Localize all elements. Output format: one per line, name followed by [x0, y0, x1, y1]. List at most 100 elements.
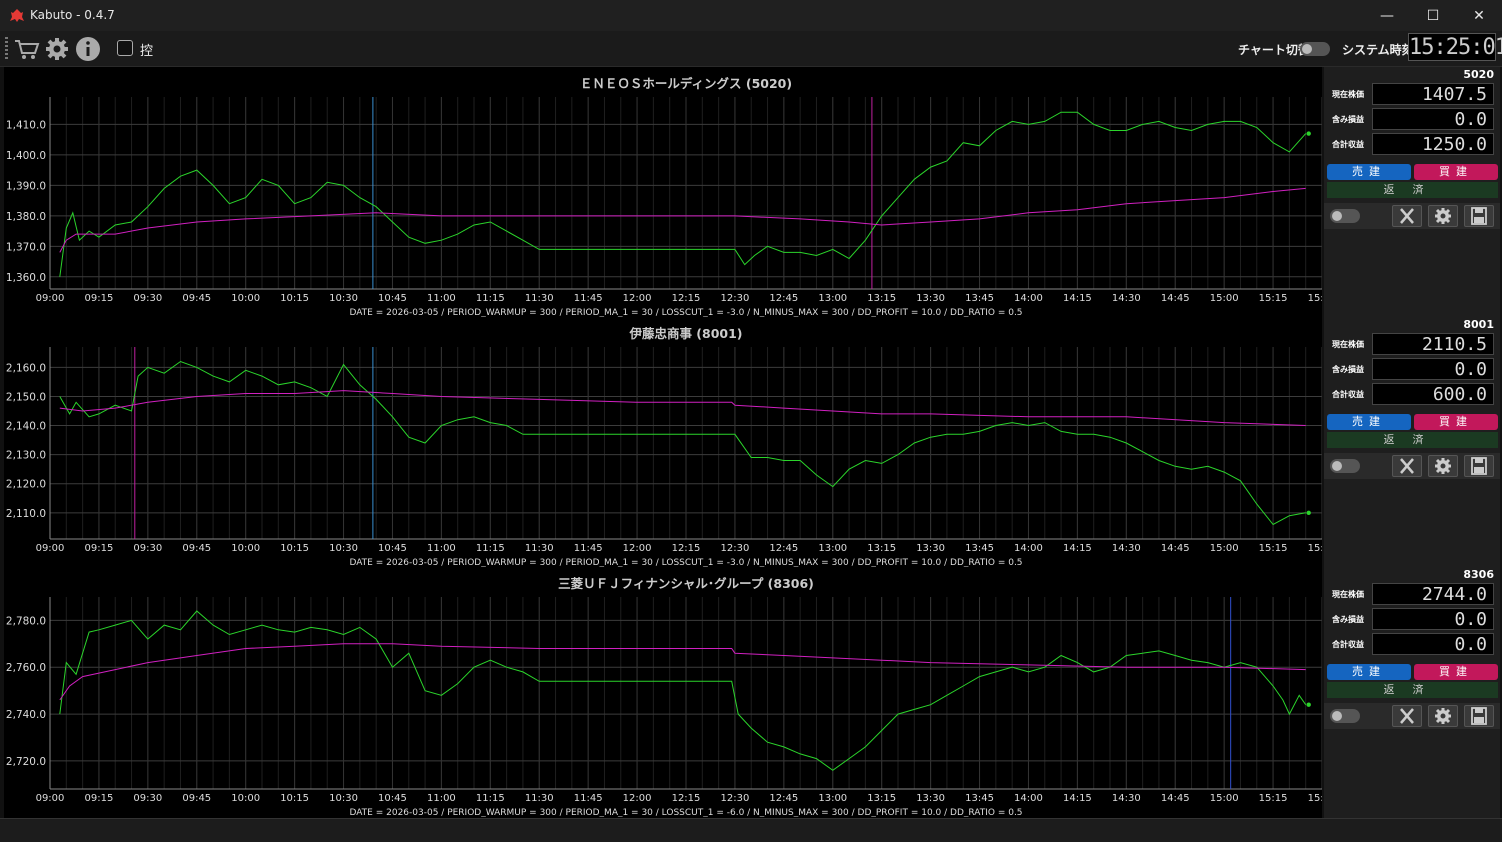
auto-toggle[interactable]: [1330, 459, 1360, 473]
trading-panel-8306: 8306 現在株価 2744.0 含み損益 0.0 合計収益 0.0 売建 買建…: [1324, 567, 1500, 817]
x-tick-label: 09:00: [36, 543, 65, 554]
chart-panel-5020: 1,360.0 1,370.0 1,380.0 1,390.0 1,400.0 1,410…: [4, 67, 1322, 317]
x-tick-label: 10:15: [280, 793, 309, 804]
tools-button[interactable]: [1392, 455, 1422, 477]
toolbar-grip[interactable]: [5, 37, 8, 61]
x-tick-label: 12:15: [672, 293, 701, 304]
buy-button[interactable]: 買建: [1414, 664, 1498, 680]
x-tick-label: 09:30: [133, 793, 162, 804]
moving-average-line: [59, 390, 1306, 426]
x-tick-label: 14:00: [1014, 793, 1043, 804]
last-price-dot: [1306, 131, 1311, 136]
y-tick-label: 1,400.0: [6, 150, 46, 162]
x-tick-label: 11:45: [574, 793, 603, 804]
y-tick-label: 2,110.0: [6, 508, 46, 520]
panel-toolbar: [1324, 703, 1500, 729]
x-tick-label: 13:45: [965, 293, 994, 304]
unrealized-label: 含み損益: [1332, 365, 1364, 374]
sell-button[interactable]: 売建: [1327, 664, 1411, 680]
x-tick-label: 12:45: [769, 793, 798, 804]
last-price-dot: [1306, 702, 1311, 707]
stock-code: 8001: [1463, 318, 1494, 331]
maximize-button[interactable]: ☐: [1426, 7, 1440, 24]
settings-button[interactable]: [1428, 705, 1458, 727]
control-checkbox[interactable]: [117, 40, 133, 56]
moving-average-line: [59, 643, 1306, 701]
stock-code: 5020: [1463, 68, 1494, 81]
x-tick-label: 15:15: [1259, 543, 1288, 554]
y-tick-label: 2,150.0: [6, 391, 46, 403]
repay-button[interactable]: 返済: [1327, 682, 1498, 698]
save-icon: [1471, 207, 1487, 225]
save-button[interactable]: [1464, 455, 1494, 477]
x-tick-label: 09:45: [182, 543, 211, 554]
y-tick-label: 1,380.0: [6, 211, 46, 223]
x-tick-label: 12:30: [721, 793, 750, 804]
total-label: 合計収益: [1332, 640, 1364, 649]
x-tick-label: 09:15: [85, 793, 114, 804]
unrealized-row: 含み損益 0.0: [1324, 108, 1500, 130]
auto-toggle[interactable]: [1330, 709, 1360, 723]
x-tick-label: 14:45: [1161, 793, 1190, 804]
x-tick-label: 12:15: [672, 793, 701, 804]
sell-button[interactable]: 売建: [1327, 164, 1411, 180]
x-tick-label: 13:15: [867, 293, 896, 304]
price-value: 2110.5: [1372, 333, 1494, 355]
x-tick-label: 14:15: [1063, 543, 1092, 554]
tools-button[interactable]: [1392, 705, 1422, 727]
x-tick-label: 15:30: [1308, 293, 1322, 304]
trading-panel-8001: 8001 現在株価 2110.5 含み損益 0.0 合計収益 600.0 売建 …: [1324, 317, 1500, 567]
tools-button[interactable]: [1392, 205, 1422, 227]
save-button[interactable]: [1464, 705, 1494, 727]
x-tick-label: 09:45: [182, 793, 211, 804]
buy-button[interactable]: 買建: [1414, 164, 1498, 180]
y-tick-label: 2,140.0: [6, 421, 46, 433]
x-tick-label: 12:00: [623, 293, 652, 304]
chart-title: ＥＮＥＯＳホールディングス (5020): [580, 76, 792, 91]
chart-xlabel: DATE = 2026-03-05 / PERIOD_WARMUP = 300 …: [349, 558, 1022, 567]
stock-code: 8306: [1463, 568, 1494, 581]
x-tick-label: 10:00: [231, 543, 260, 554]
settings-button[interactable]: [1428, 205, 1458, 227]
minimize-button[interactable]: —: [1380, 7, 1394, 24]
x-tick-label: 13:45: [965, 543, 994, 554]
repay-button[interactable]: 返済: [1327, 432, 1498, 448]
chart-panel-8306: 2,720.0 2,740.0 2,760.0 2,780.0 09:00 09:15 09…: [4, 567, 1322, 817]
unrealized-row: 含み損益 0.0: [1324, 358, 1500, 380]
y-tick-label: 2,760.0: [6, 662, 46, 674]
x-tick-label: 10:30: [329, 543, 358, 554]
settings-button[interactable]: [1428, 455, 1458, 477]
chart-switch-label: チャート切替: [1238, 43, 1310, 57]
system-time-label: システム時刻: [1342, 43, 1414, 57]
info-icon[interactable]: [75, 36, 101, 62]
x-tick-label: 14:15: [1063, 293, 1092, 304]
toolbar: 控 チャート切替 システム時刻: [0, 31, 1502, 67]
x-tick-label: 14:30: [1112, 293, 1141, 304]
status-bar: [0, 818, 1502, 842]
repay-button[interactable]: 返済: [1327, 182, 1498, 198]
save-button[interactable]: [1464, 205, 1494, 227]
x-tick-label: 14:00: [1014, 543, 1043, 554]
x-tick-label: 13:30: [916, 793, 945, 804]
sell-button[interactable]: 売建: [1327, 414, 1411, 430]
system-clock: 15:25:01: [1408, 33, 1502, 61]
x-tick-label: 10:15: [280, 543, 309, 554]
x-tick-label: 10:30: [329, 293, 358, 304]
buy-button[interactable]: 買建: [1414, 414, 1498, 430]
x-tick-label: 10:00: [231, 793, 260, 804]
unrealized-value: 0.0: [1372, 608, 1494, 630]
y-tick-label: 1,410.0: [6, 119, 46, 131]
close-button[interactable]: ✕: [1473, 7, 1485, 24]
last-price-dot: [1306, 510, 1311, 516]
total-row: 合計収益 0.0: [1324, 633, 1500, 655]
auto-toggle[interactable]: [1330, 209, 1360, 223]
cart-icon[interactable]: [14, 36, 40, 62]
x-tick-label: 15:00: [1210, 543, 1239, 554]
gear-icon[interactable]: [44, 36, 70, 62]
x-tick-label: 09:30: [133, 543, 162, 554]
x-tick-label: 15:00: [1210, 793, 1239, 804]
chart-switch-toggle[interactable]: [1300, 42, 1330, 56]
total-row: 合計収益 1250.0: [1324, 133, 1500, 155]
x-tick-label: 14:45: [1161, 293, 1190, 304]
x-tick-label: 15:30: [1308, 793, 1322, 804]
